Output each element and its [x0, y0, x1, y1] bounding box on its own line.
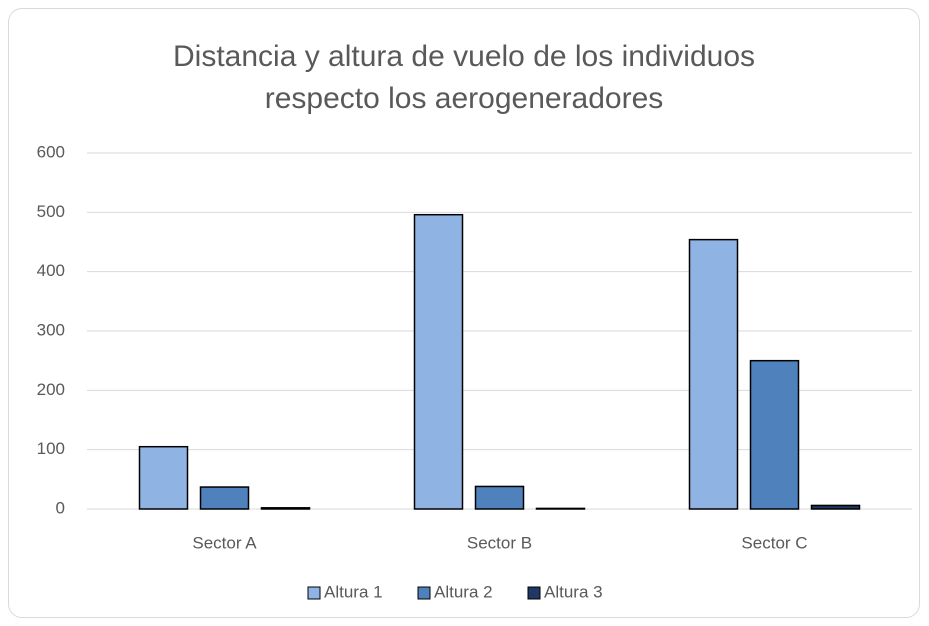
legend-label: Altura 1	[324, 582, 383, 601]
x-tick-label: Sector C	[741, 533, 807, 552]
y-tick-label: 0	[56, 498, 65, 517]
chart-frame	[8, 8, 920, 618]
bar	[413, 213, 464, 510]
bar	[474, 485, 525, 510]
legend-swatch	[527, 586, 541, 600]
bar	[688, 238, 739, 510]
bar	[199, 486, 250, 510]
legend-label: Altura 3	[544, 582, 603, 601]
bar	[810, 504, 861, 510]
legend-swatch	[417, 586, 431, 600]
y-tick-label: 200	[37, 380, 65, 399]
bar	[749, 359, 800, 510]
y-tick-label: 300	[37, 320, 65, 339]
bar	[260, 507, 311, 510]
bar	[138, 445, 189, 510]
x-tick-label: Sector B	[467, 533, 532, 552]
legend-swatch	[307, 586, 321, 600]
bar	[535, 507, 586, 510]
legend-label: Altura 2	[434, 582, 493, 601]
y-tick-label: 400	[37, 261, 65, 280]
y-tick-label: 600	[37, 142, 65, 161]
chart-title: Distancia y altura de vuelo de los indiv…	[173, 40, 755, 115]
x-tick-label: Sector A	[192, 533, 257, 552]
y-tick-label: 500	[37, 202, 65, 221]
y-tick-label: 100	[37, 439, 65, 458]
